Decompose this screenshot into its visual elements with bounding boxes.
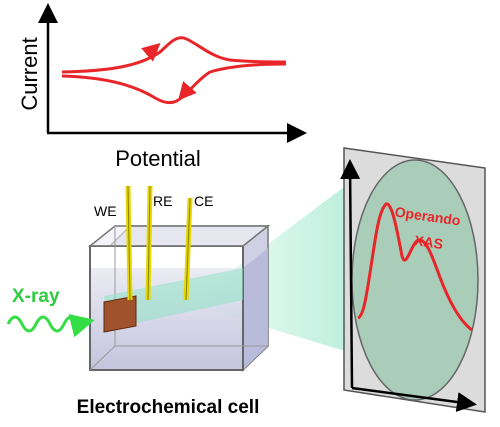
xray-label: X-ray bbox=[12, 286, 60, 307]
cv-x-label: Potential bbox=[115, 146, 201, 171]
screen-circle bbox=[352, 160, 478, 400]
detector-screen: Operando XAS bbox=[344, 148, 485, 412]
electrode-label-re: RE bbox=[153, 193, 172, 209]
electrode-label-we: WE bbox=[94, 203, 117, 219]
xray-wave bbox=[8, 317, 86, 331]
cv-curve-oxidation bbox=[62, 38, 286, 72]
working-electrode-plate bbox=[104, 296, 136, 332]
cell-electrolyte-side bbox=[243, 248, 268, 370]
electrochemical-cell: WE RE CE Electrochemical cell bbox=[77, 186, 268, 418]
cell-caption: Electrochemical cell bbox=[77, 397, 260, 418]
cv-y-label: Current bbox=[17, 37, 42, 110]
xray-source: X-ray bbox=[8, 286, 86, 331]
electrode-label-ce: CE bbox=[194, 193, 213, 209]
cell-top-face bbox=[90, 226, 268, 246]
cv-plot: Current Potential bbox=[17, 8, 302, 171]
